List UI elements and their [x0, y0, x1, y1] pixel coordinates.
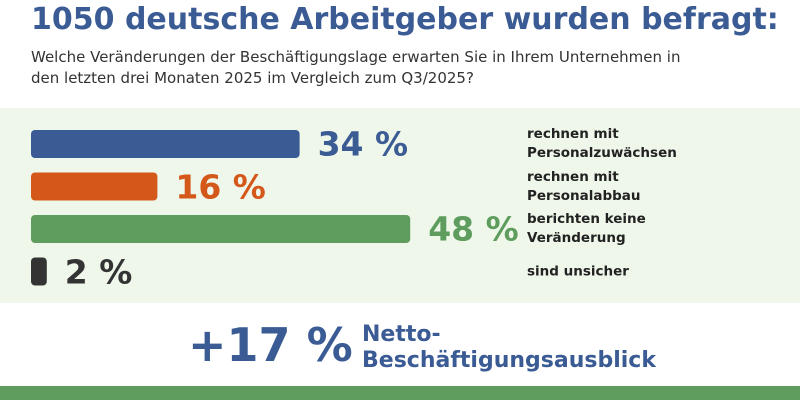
chart-subtitle: Welche Veränderungen der Beschäftigungsl… [31, 48, 681, 87]
bar [31, 172, 158, 201]
category-label: berichten keine Veränderung [527, 211, 646, 246]
category-label: sind unsicher [527, 263, 629, 279]
category-label: rechnen mit Personalzuwächsen [527, 126, 677, 161]
category-label: rechnen mit Personalabbau [527, 168, 641, 204]
bar [31, 130, 300, 158]
bar [31, 257, 47, 286]
bar [31, 215, 411, 243]
value-label: 16 % [175, 167, 266, 206]
value-label: 48 % [428, 209, 519, 249]
footer-band [0, 386, 800, 400]
value-label: 2 % [64, 252, 133, 291]
net-label: Netto-Beschäftigungsausblick [362, 322, 656, 373]
value-label: 34 % [317, 124, 409, 164]
chart-title: 1050 deutsche Arbeitgeber wurden befragt… [31, 2, 779, 37]
net-value: +17 % [188, 318, 353, 372]
